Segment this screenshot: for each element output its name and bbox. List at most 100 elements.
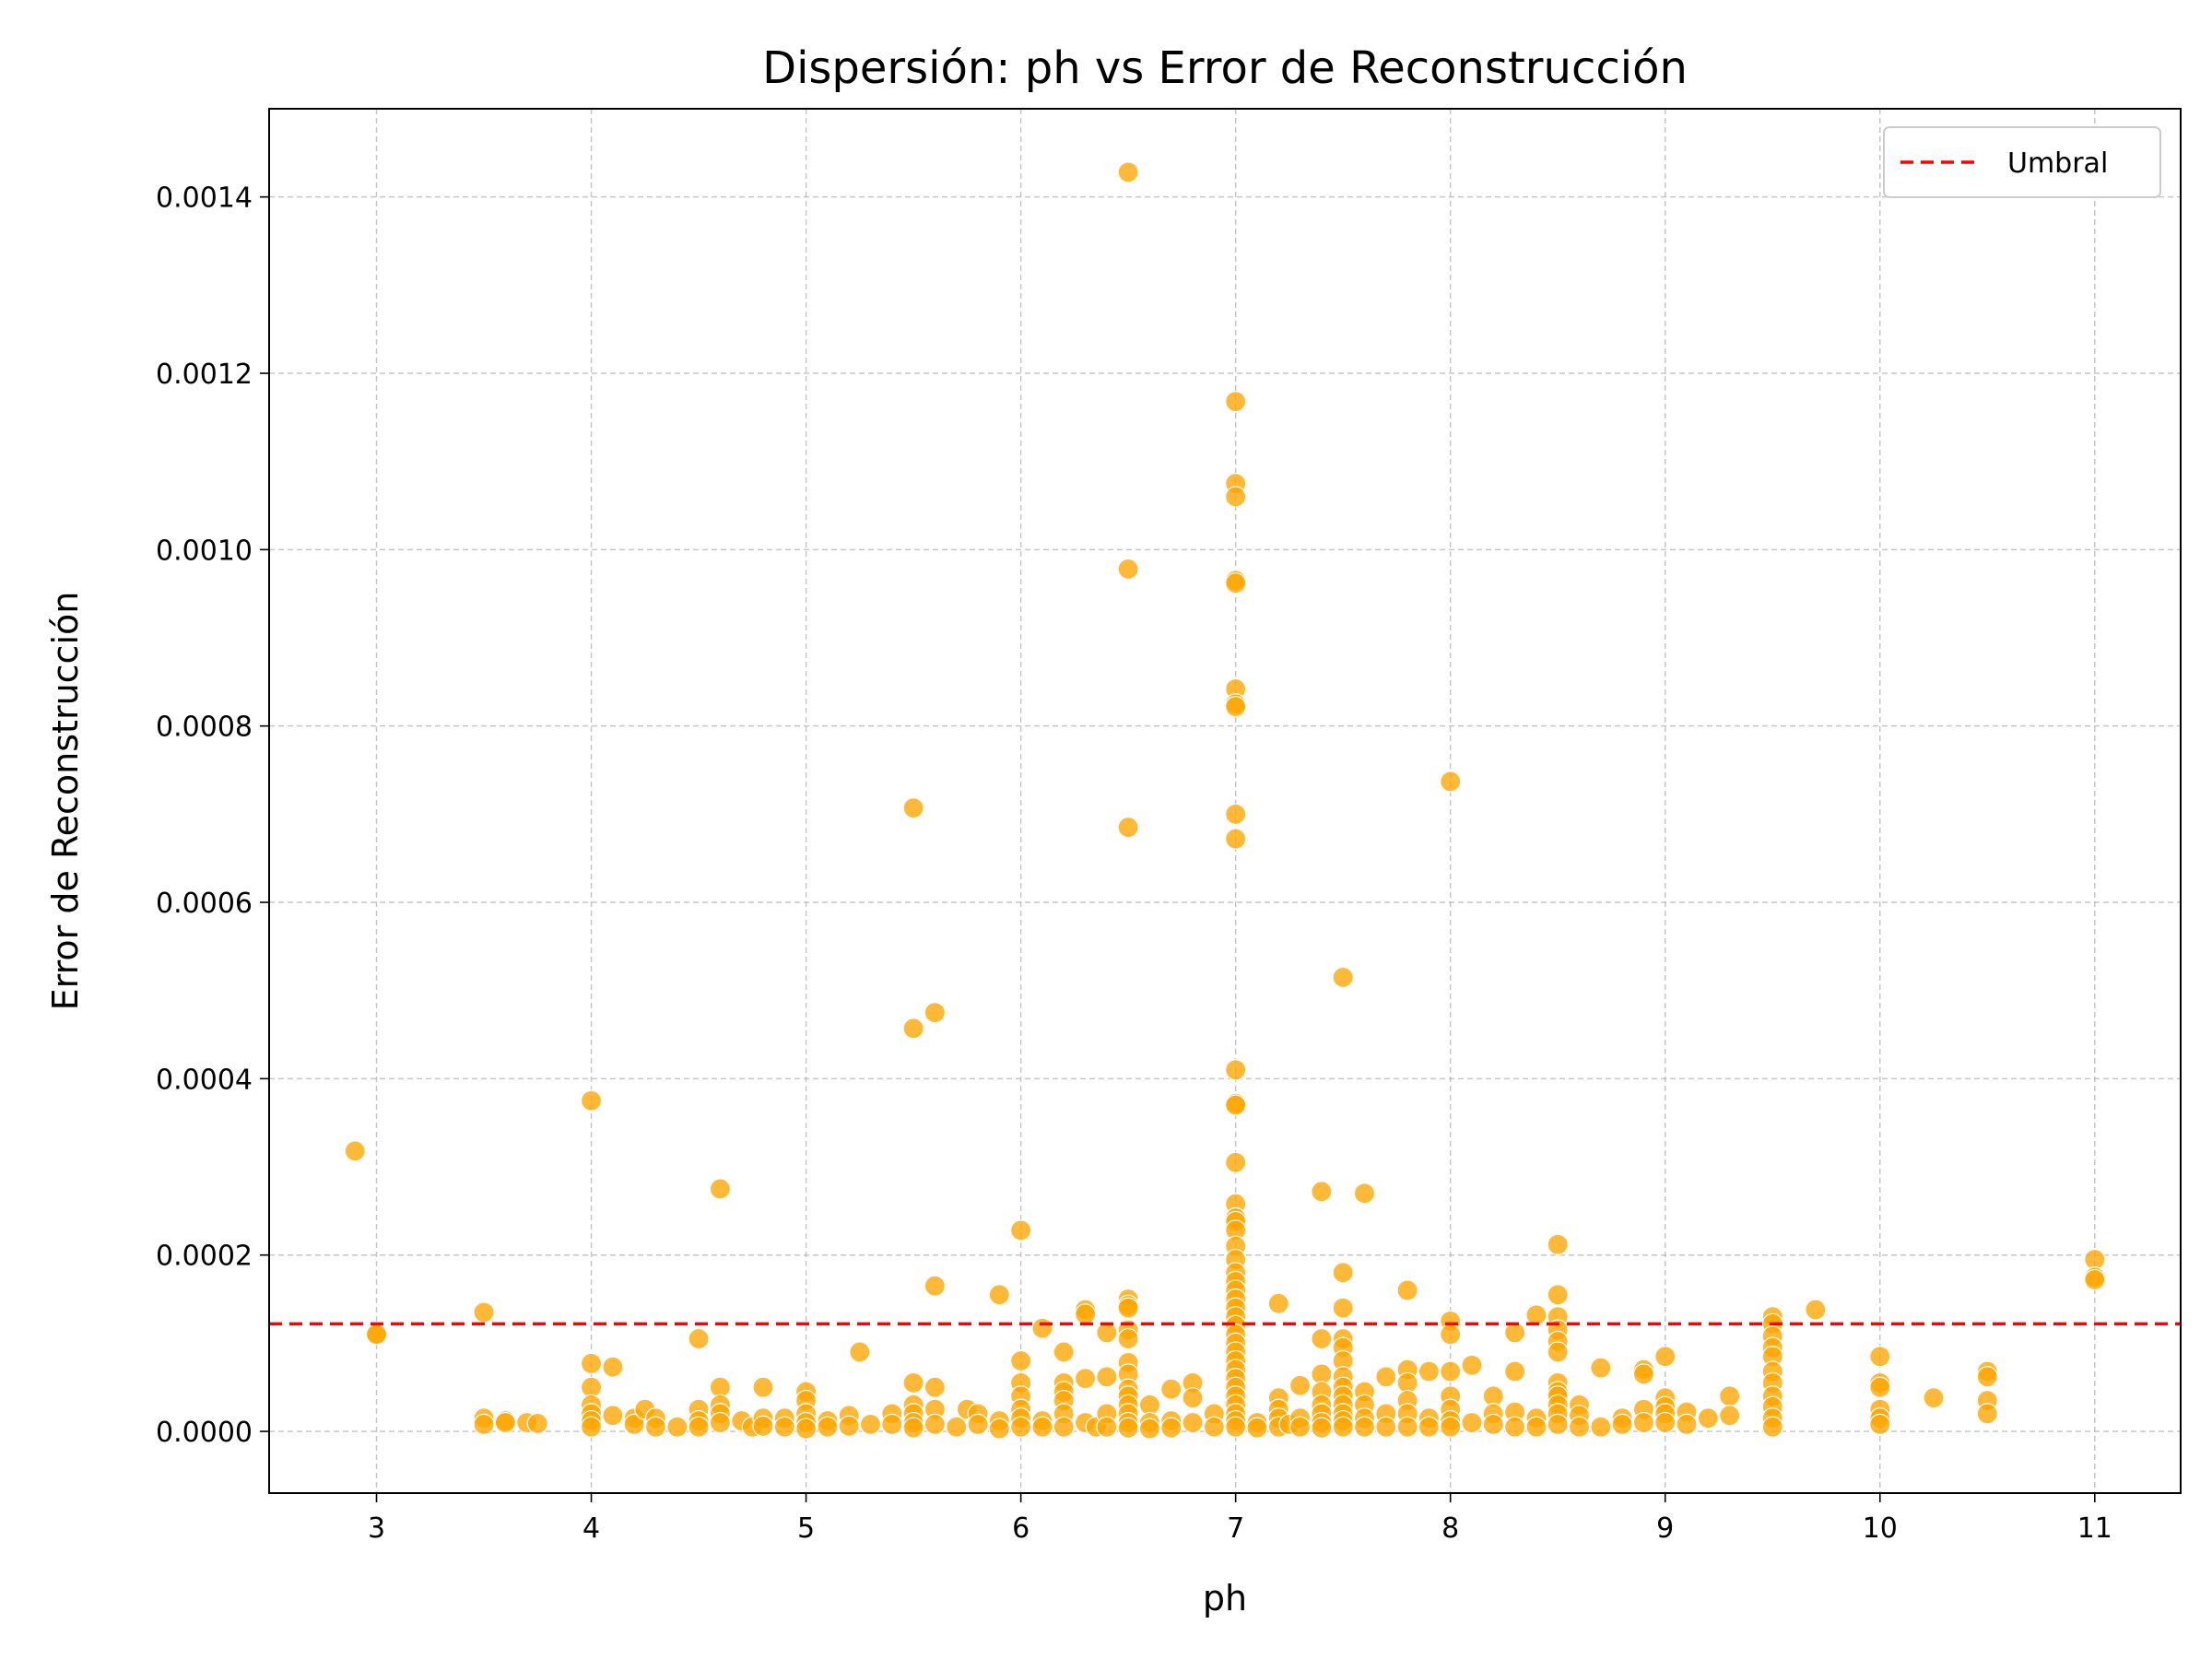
y-tick-label: 0.0000 <box>156 1417 253 1449</box>
scatter-point <box>1611 1413 1633 1435</box>
scatter-point <box>1225 391 1247 413</box>
scatter-point <box>1869 1346 1891 1368</box>
scatter-point <box>1288 1374 1312 1396</box>
y-tick-label: 0.0010 <box>156 535 253 567</box>
x-axis-ticks: 3 4 5 6 7 8 9 10 11 <box>368 1493 2112 1545</box>
scatter-point <box>1332 1297 1354 1319</box>
scatter-point <box>1396 1416 1418 1438</box>
scatter-point <box>838 1415 860 1437</box>
scatter-point <box>1225 1059 1247 1081</box>
scatter-point <box>1503 1360 1526 1382</box>
scatter-point <box>1138 1418 1161 1440</box>
scatter-point <box>946 1416 968 1438</box>
scatter-point <box>666 1416 688 1438</box>
scatter-point <box>580 1416 603 1438</box>
scatter-point <box>1418 1416 1440 1438</box>
scatter-point <box>1117 1297 1139 1319</box>
scatter-point <box>1547 1413 1569 1435</box>
scatter-point <box>1225 828 1247 850</box>
scatter-point <box>1440 1360 1462 1382</box>
scatter-point <box>1332 966 1354 988</box>
scatter-point <box>752 1376 774 1398</box>
scatter-point <box>773 1416 795 1438</box>
x-tick-label: 9 <box>1656 1512 1674 1545</box>
scatter-point <box>1869 1413 1891 1435</box>
scatter-point <box>1418 1360 1440 1382</box>
scatter-point <box>1676 1413 1698 1435</box>
scatter-point <box>494 1411 516 1434</box>
legend-box <box>1883 126 2161 198</box>
scatter-point <box>1053 1416 1075 1438</box>
y-tick-label: 0.0008 <box>156 712 253 744</box>
x-tick-label: 3 <box>368 1512 385 1545</box>
scatter-point <box>1225 1094 1247 1116</box>
scatter-point <box>1096 1416 1118 1438</box>
scatter-point <box>1117 817 1139 839</box>
scatter-point <box>1697 1407 1719 1430</box>
scatter-point <box>1869 1376 1891 1398</box>
scatter-point <box>1461 1354 1483 1376</box>
y-axis-title: Error de Reconstrucción <box>45 592 86 1011</box>
scatter-point <box>1461 1411 1483 1434</box>
scatter-point <box>752 1415 774 1437</box>
scatter-point <box>924 1275 947 1297</box>
scatter-point <box>1440 1416 1462 1438</box>
scatter-point <box>1311 1417 1333 1439</box>
scatter-point <box>1761 1416 1783 1438</box>
x-tick-label: 6 <box>1012 1512 1030 1545</box>
plot-frame <box>268 108 2182 1494</box>
scatter-point <box>1074 1368 1097 1390</box>
scatter-point <box>1311 1327 1333 1350</box>
scatter-point <box>1332 1262 1354 1284</box>
scatter-point <box>688 1327 710 1350</box>
y-axis-ticks: 0.0000 0.0002 0.0004 0.0006 0.0008 0.0010 0.00… <box>156 182 269 1449</box>
scatter-point <box>1311 1181 1333 1203</box>
scatter-point <box>709 1178 731 1200</box>
x-tick-label: 8 <box>1441 1512 1459 1545</box>
scatter-point <box>1225 1416 1247 1438</box>
scatter-point <box>473 1413 495 1435</box>
scatter-point <box>1375 1416 1397 1438</box>
scatter-point <box>1719 1405 1741 1427</box>
scatter-point <box>1547 1233 1569 1255</box>
scatter-point <box>902 797 924 819</box>
scatter-point <box>1440 771 1462 793</box>
scatter-point <box>344 1140 366 1162</box>
scatter-point <box>1096 1322 1118 1344</box>
y-tick-label: 0.0012 <box>156 359 253 391</box>
scatter-point <box>1590 1416 1612 1438</box>
scatter-point <box>1525 1416 1547 1438</box>
scatter-point <box>1375 1366 1397 1388</box>
scatter-point <box>1074 1303 1097 1325</box>
scatter-point <box>1547 1341 1569 1363</box>
scatter-point <box>1976 1403 1998 1425</box>
x-axis-title: ph <box>1203 1578 1247 1618</box>
data-points <box>344 161 2106 1440</box>
scatter-point <box>1225 1151 1247 1173</box>
scatter-point <box>1182 1387 1204 1409</box>
scatter-point <box>526 1412 548 1435</box>
y-tick-label: 0.0006 <box>156 888 253 920</box>
scatter-point <box>1503 1416 1526 1438</box>
x-tick-label: 10 <box>1863 1512 1898 1545</box>
scatter-point <box>365 1324 388 1346</box>
scatter-point <box>902 1371 924 1394</box>
scatter-point <box>1031 1317 1053 1339</box>
scatter-point <box>1568 1416 1591 1438</box>
scatter-point <box>1160 1417 1182 1439</box>
scatter-point <box>1031 1416 1053 1438</box>
scatter-point <box>924 1002 947 1024</box>
scatter-point <box>1332 1416 1354 1438</box>
scatter-point <box>1203 1416 1225 1438</box>
scatter-point <box>859 1413 882 1435</box>
scatter-point <box>1590 1357 1612 1379</box>
scatter-point <box>580 1089 603 1112</box>
scatter-point <box>924 1376 947 1398</box>
y-tick-label: 0.0004 <box>156 1064 253 1096</box>
scatter-point <box>1654 1346 1677 1368</box>
scatter-point <box>1160 1378 1182 1400</box>
legend-label-umbral: Umbral <box>2007 147 2108 180</box>
scatter-point <box>1117 558 1139 580</box>
scatter-point <box>902 1018 924 1040</box>
